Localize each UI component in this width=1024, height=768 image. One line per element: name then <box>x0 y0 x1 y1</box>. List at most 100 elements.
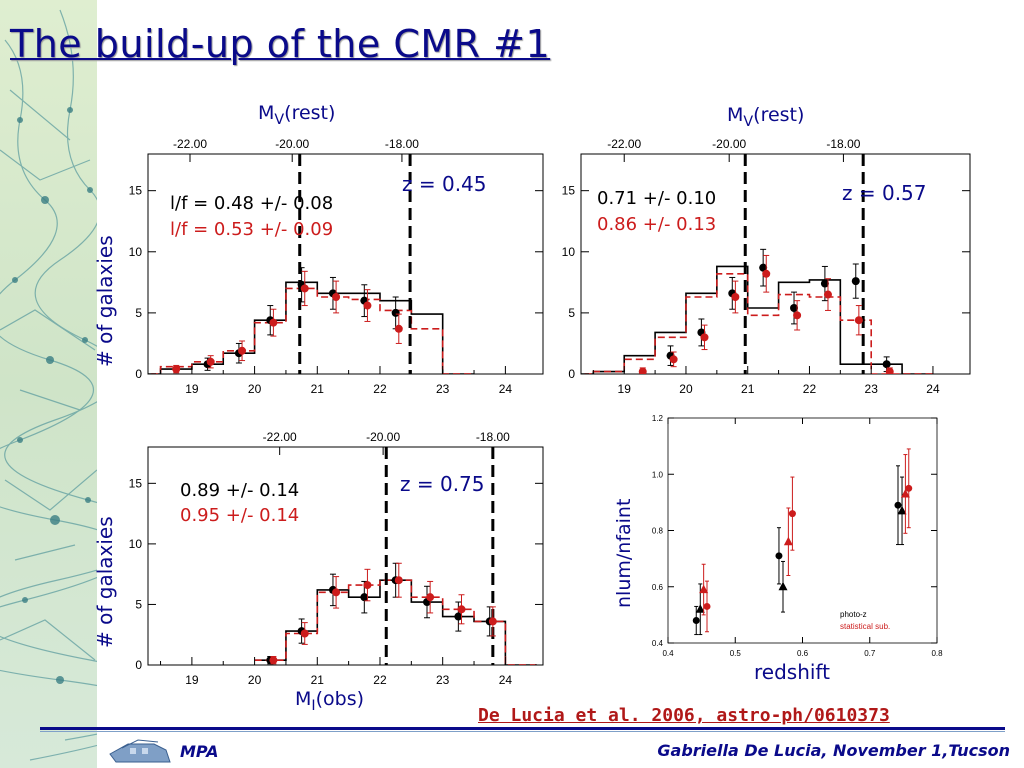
top-tick-label: -22.00 <box>607 137 641 151</box>
p2-ratio-statistical: 0.86 +/- 0.13 <box>597 214 716 235</box>
p1-redshift: z = 0.45 <box>402 172 487 196</box>
y-tick-label: 1.2 <box>652 414 664 423</box>
point-statistical <box>363 302 371 310</box>
top-tick-label: -18.00 <box>385 137 419 151</box>
top-tick-label: -20.00 <box>366 430 400 444</box>
mv-rest-label-1: MV(rest) <box>258 102 335 128</box>
point-statistical <box>489 617 497 625</box>
histogram-z075-svg: 19 20 21 22 23 24 0 5 10 15 -22.00 -20.00 -18.00 <box>110 425 545 697</box>
point-statistical <box>426 593 434 601</box>
mpa-building-icon: MPA <box>108 736 248 764</box>
x-tick-label: 0.6 <box>797 649 809 658</box>
histogram-z057-svg: 19 20 21 22 23 24051015-22.00 -20.00 -18.00 <box>543 132 973 404</box>
triangle-statistical <box>784 537 793 546</box>
y-tick-label: 15 <box>129 184 143 198</box>
mv-rest-text-1: MV(rest) <box>258 102 335 124</box>
x-tick-label: 20 <box>679 382 693 396</box>
point-statistical <box>332 293 340 301</box>
mv-rest-label-2: MV(rest) <box>727 104 804 130</box>
p2-ratio-photoz: 0.71 +/- 0.10 <box>597 188 716 209</box>
y-tick-label: 5 <box>135 597 142 611</box>
p3-ratio-statistical: 0.95 +/- 0.14 <box>180 505 299 526</box>
point-statistical <box>793 311 801 319</box>
p3-ratio-photoz: 0.89 +/- 0.14 <box>180 480 299 501</box>
p1-ratio-photoz: l/f = 0.48 +/- 0.08 <box>170 193 333 214</box>
point-statistical <box>301 284 309 292</box>
point-statistical <box>457 605 465 613</box>
x-tick-label: 24 <box>499 673 513 687</box>
mpa-logo: MPA <box>108 736 248 764</box>
y-tick-label: 15 <box>129 476 143 490</box>
triangle-photoz <box>778 582 787 591</box>
x-tick-label: 19 <box>185 673 199 687</box>
histogram-z075: 19 20 21 22 23 24 0 5 10 15 -22.00 -20.00 -18.00 <box>110 425 545 697</box>
point-statistical <box>762 270 770 278</box>
x-tick-label: 20 <box>248 382 262 396</box>
x-tick-label: 23 <box>436 673 450 687</box>
side-decoration <box>0 0 97 768</box>
top-tick-label: -18.00 <box>826 137 860 151</box>
x-tick-label: 19 <box>185 382 199 396</box>
x-tick-label: 23 <box>436 382 450 396</box>
ratio-vs-redshift: 0.4 0.5 0.6 0.7 0.8 0.4 0.6 0.8 1.0 1.2 photo-z sta… <box>642 408 947 666</box>
p2-redshift: z = 0.57 <box>842 181 927 205</box>
point-statistical <box>731 293 739 301</box>
legend-entry: statistical sub. <box>840 622 890 631</box>
x-tick-label: 22 <box>373 673 387 687</box>
point-photoz <box>852 277 860 285</box>
y-tick-label: 5 <box>568 306 575 320</box>
y-tick-label: 0 <box>135 367 142 381</box>
circle-statistical <box>905 485 912 492</box>
x-tick-label: 23 <box>865 382 879 396</box>
x-tick-label: 19 <box>618 382 632 396</box>
y-tick-label: 0.4 <box>652 639 664 648</box>
point-statistical <box>172 365 180 373</box>
x-tick-label: 0.8 <box>931 649 943 658</box>
point-statistical <box>269 656 277 664</box>
point-statistical <box>207 358 215 366</box>
point-statistical <box>700 333 708 341</box>
top-tick-label: -22.00 <box>173 137 207 151</box>
y-axis-label-ratio: nlum/nfaint <box>613 499 635 608</box>
ratio-vs-redshift-svg: 0.4 0.5 0.6 0.7 0.8 0.4 0.6 0.8 1.0 1.2 photo-z sta… <box>642 408 947 666</box>
x-tick-label: 21 <box>741 382 755 396</box>
citation: De Lucia et al. 2006, astro-ph/0610373 <box>478 705 890 726</box>
top-tick-label: -18.00 <box>476 430 510 444</box>
point-statistical <box>301 630 309 638</box>
point-statistical <box>855 316 863 324</box>
y-tick-label: 15 <box>562 184 576 198</box>
cosmic-web-decoration <box>0 0 97 768</box>
top-tick-label: -20.00 <box>275 137 309 151</box>
mpa-text: MPA <box>180 742 219 761</box>
circle-statistical <box>789 510 796 517</box>
x-tick-label: 21 <box>311 382 325 396</box>
footer-rule <box>40 727 1005 730</box>
histogram-z057: 19 20 21 22 23 24 0 5 10 15 -22.00 -20.00 -18.00 <box>543 132 973 404</box>
x-tick-label: 21 <box>311 673 325 687</box>
y-tick-label: 1.0 <box>652 470 664 479</box>
x-tick-label: 20 <box>248 673 262 687</box>
y-tick-label: 5 <box>135 306 142 320</box>
p3-redshift: z = 0.75 <box>400 472 485 496</box>
slide-title: The build-up of the CMR #1 <box>10 22 550 66</box>
circle-statistical <box>704 603 711 610</box>
point-statistical <box>395 325 403 333</box>
y-tick-label: 10 <box>562 245 576 259</box>
mv-rest-text-2: MV(rest) <box>727 104 804 126</box>
histogram-photoz <box>562 266 932 374</box>
x-tick-label: 0.4 <box>662 649 674 658</box>
histogram-statistical <box>562 274 932 374</box>
circle-photoz <box>775 552 782 559</box>
footer-rule-thin <box>40 731 1005 732</box>
point-statistical <box>670 355 678 363</box>
point-statistical <box>363 581 371 589</box>
x-tick-label: 0.7 <box>864 649 876 658</box>
point-statistical <box>238 347 246 355</box>
x-tick-label: 0.5 <box>730 649 742 658</box>
y-tick-label: 0 <box>568 367 575 381</box>
footer-author: Gabriella De Lucia, November 1,Tucson <box>657 741 1010 760</box>
y-tick-label: 0.8 <box>652 527 664 536</box>
circle-photoz <box>693 617 700 624</box>
point-statistical <box>395 576 403 584</box>
p1-ratio-statistical: l/f = 0.53 +/- 0.09 <box>170 219 333 240</box>
